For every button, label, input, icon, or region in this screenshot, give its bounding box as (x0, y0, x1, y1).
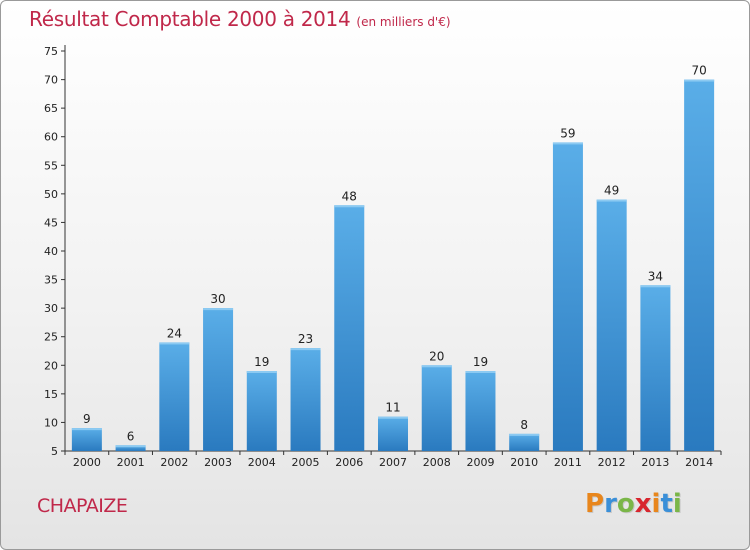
x-tick-label: 2003 (204, 456, 232, 469)
bar-highlight (71, 428, 102, 431)
y-tick-label: 35 (44, 274, 58, 287)
bar (334, 205, 365, 451)
bar-highlight (246, 371, 277, 373)
bar-value-label: 23 (298, 332, 313, 346)
bar (465, 371, 496, 451)
bar-value-label: 8 (520, 418, 528, 432)
logo-letter: o (616, 489, 635, 519)
bar-highlight (378, 416, 408, 419)
chart-subtitle: (en milliers d'€) (356, 15, 451, 29)
bar-value-label: 9 (83, 412, 91, 426)
bar (596, 199, 627, 451)
bar-value-label: 70 (691, 64, 706, 78)
y-tick-label: 5 (51, 445, 58, 458)
bar-value-label: 6 (127, 429, 135, 443)
logo-letter: x (634, 489, 652, 519)
bar (378, 416, 408, 451)
bar-value-label: 49 (604, 184, 619, 198)
bar-value-label: 59 (560, 126, 575, 140)
x-tick-label: 2007 (379, 456, 407, 469)
x-tick-label: 2000 (73, 456, 101, 469)
bar (290, 348, 321, 451)
chart-bars (71, 79, 715, 452)
x-tick-label: 2004 (248, 456, 276, 469)
bar (203, 308, 234, 451)
bar-highlight (640, 285, 671, 288)
x-tick-label: 2009 (466, 456, 494, 469)
proxiti-logo: Proxiti (585, 489, 682, 519)
x-tick-label: 2001 (117, 456, 145, 469)
bar (640, 285, 671, 451)
bar-highlight (465, 371, 496, 373)
bar (552, 142, 583, 451)
bar (509, 433, 540, 451)
bar (684, 79, 715, 452)
chart-x-ticks: 2000 2001 2002 2003 2004 2005 2006 2007 2008 2009… (64, 451, 722, 469)
x-tick-label: 2010 (510, 456, 538, 469)
bar (159, 342, 190, 451)
y-tick-label: 20 (44, 359, 58, 372)
logo-letter: t (660, 489, 673, 519)
bar-highlight (421, 365, 452, 368)
y-tick-label: 55 (44, 159, 58, 172)
chart-title-text: Résultat Comptable 2000 à 2014 (29, 7, 351, 31)
x-tick-label: 2011 (554, 456, 582, 469)
bar (421, 365, 452, 451)
bar (71, 428, 102, 451)
bar-highlight (596, 199, 627, 202)
bar-value-label: 30 (210, 292, 225, 306)
bar-highlight (115, 445, 146, 448)
x-tick-label: 2013 (641, 456, 669, 469)
bar-highlight (159, 342, 190, 345)
bar-value-label: 20 (429, 349, 444, 363)
chart-y-ticks: 5 10 15 20 25 30 35 40 45 50 55 60 65 70 75 (44, 45, 65, 458)
x-tick-label: 2012 (598, 456, 626, 469)
bar-value-label: 19 (473, 355, 488, 369)
bar-value-label: 48 (342, 189, 357, 203)
y-tick-label: 10 (44, 416, 58, 429)
bar-highlight (334, 205, 365, 208)
bar-value-label: 19 (254, 355, 269, 369)
logo-letter: r (604, 489, 617, 519)
y-tick-label: 25 (44, 331, 58, 344)
bar-highlight (684, 79, 715, 82)
bar-highlight (509, 433, 540, 436)
bar (115, 445, 146, 451)
chart-value-labels: 9 6 24 30 19 23 48 11 20 19 8 59 49 34 70 (83, 64, 707, 444)
chart-title: Résultat Comptable 2000 à 2014 (en millie… (29, 7, 451, 31)
bar-value-label: 24 (167, 326, 182, 340)
y-tick-label: 65 (44, 102, 58, 115)
y-tick-label: 75 (44, 45, 58, 58)
y-tick-label: 60 (44, 131, 58, 144)
y-tick-label: 15 (44, 388, 58, 401)
bar-highlight (290, 348, 321, 351)
x-tick-label: 2005 (292, 456, 320, 469)
bar-value-label: 34 (648, 269, 663, 283)
logo-letter: i (651, 489, 661, 519)
bar (246, 371, 277, 451)
y-tick-label: 50 (44, 188, 58, 201)
logo-letter: P (585, 489, 605, 519)
x-tick-label: 2008 (423, 456, 451, 469)
logo-letter: i (672, 489, 682, 519)
x-tick-label: 2014 (685, 456, 713, 469)
y-tick-label: 40 (44, 245, 58, 258)
y-tick-label: 45 (44, 216, 58, 229)
commune-name: CHAPAIZE (37, 495, 128, 517)
bar-value-label: 11 (385, 401, 400, 415)
x-tick-label: 2002 (160, 456, 188, 469)
y-tick-label: 70 (44, 74, 58, 87)
bar-highlight (552, 142, 583, 145)
y-tick-label: 30 (44, 302, 58, 315)
bar-highlight (203, 308, 234, 311)
x-tick-label: 2006 (335, 456, 363, 469)
